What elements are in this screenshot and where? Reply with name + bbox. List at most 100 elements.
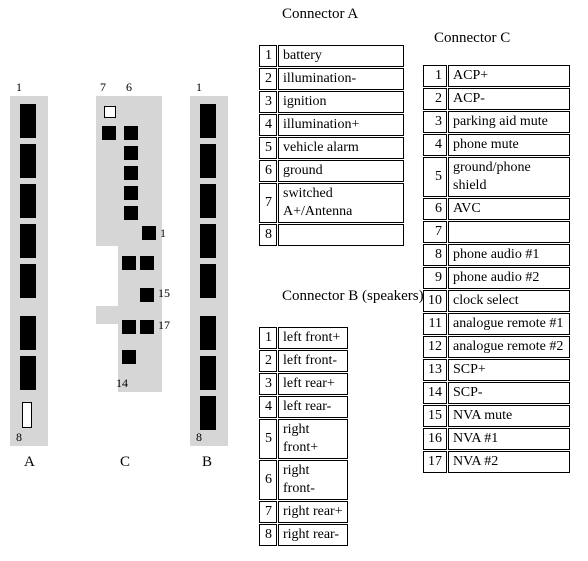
pin-label: right front+ <box>278 419 348 459</box>
table-row: 7 <box>423 221 570 243</box>
pinout-table-a: 1battery2illumination-3ignition4illumina… <box>258 44 405 247</box>
pin-label: analogue remote #2 <box>448 336 570 358</box>
pin-number-label: 8 <box>16 430 22 445</box>
table-row: 10clock select <box>423 290 570 312</box>
table-row: 3ignition <box>259 91 404 113</box>
pinout-table-c: 1ACP+2ACP-3parking aid mute4phone mute5g… <box>422 64 571 474</box>
pin-number: 4 <box>423 134 447 156</box>
table-row: 2illumination- <box>259 68 404 90</box>
pin-number-label: 1 <box>196 80 202 95</box>
pin-number: 3 <box>259 373 277 395</box>
table-row: 5vehicle alarm <box>259 137 404 159</box>
table-row: 5right front+ <box>259 419 348 459</box>
pin-number: 2 <box>259 68 277 90</box>
pin-label: left front+ <box>278 327 348 349</box>
pin-number-label: 1 <box>16 80 22 95</box>
table-row: 5ground/phone shield <box>423 157 570 197</box>
pin-label: SCP+ <box>448 359 570 381</box>
pin-number: 14 <box>423 382 447 404</box>
pin <box>124 146 138 160</box>
title-connector-a: Connector A <box>282 6 358 23</box>
pin-number: 8 <box>259 224 277 246</box>
pin-label: left rear- <box>278 396 348 418</box>
pin <box>140 320 154 334</box>
pin-number: 10 <box>423 290 447 312</box>
pin <box>124 186 138 200</box>
table-row: 6AVC <box>423 198 570 220</box>
pin-number: 3 <box>259 91 277 113</box>
pin <box>20 356 36 390</box>
pin-label: clock select <box>448 290 570 312</box>
pin <box>20 316 36 350</box>
pin-number: 1 <box>259 327 277 349</box>
pin-hollow <box>104 106 116 118</box>
pin-label: right rear+ <box>278 501 348 523</box>
pin-label: left rear+ <box>278 373 348 395</box>
table-row: 8right rear- <box>259 524 348 546</box>
pin-number: 9 <box>423 267 447 289</box>
pin <box>140 288 154 302</box>
pin-number: 7 <box>259 183 277 223</box>
connector-c-label: C <box>120 454 130 471</box>
table-row: 8 <box>259 224 404 246</box>
pin <box>200 396 216 430</box>
connector-diagram: 18A761151714C18B <box>0 84 256 504</box>
pin <box>124 206 138 220</box>
pin-label <box>278 224 404 246</box>
table-row: 16NVA #1 <box>423 428 570 450</box>
table-row: 4illumination+ <box>259 114 404 136</box>
pin-label: ground <box>278 160 404 182</box>
pin-number-label: 15 <box>158 286 170 301</box>
table-row: 13SCP+ <box>423 359 570 381</box>
pin <box>124 126 138 140</box>
pin <box>20 104 36 138</box>
table-row: 3left rear+ <box>259 373 348 395</box>
pin-label: right front- <box>278 460 348 500</box>
pin-number: 6 <box>259 160 277 182</box>
pin <box>200 316 216 350</box>
pin-label: ACP+ <box>448 65 570 87</box>
table-row: 7right rear+ <box>259 501 348 523</box>
table-row: 4phone mute <box>423 134 570 156</box>
table-row: 7switched A+/Antenna <box>259 183 404 223</box>
pin-label: switched A+/Antenna <box>278 183 404 223</box>
pin-number-label: 14 <box>116 376 128 391</box>
pin-number-label: 6 <box>126 80 132 95</box>
table-row: 17NVA #2 <box>423 451 570 473</box>
pin <box>124 166 138 180</box>
pin-number: 8 <box>259 524 277 546</box>
pin-label: phone audio #1 <box>448 244 570 266</box>
pin-label: AVC <box>448 198 570 220</box>
pin <box>200 104 216 138</box>
pin-number-label: 1 <box>160 226 166 241</box>
pin-number: 2 <box>423 88 447 110</box>
pin-number: 15 <box>423 405 447 427</box>
pin-label: phone mute <box>448 134 570 156</box>
pin-number: 4 <box>259 396 277 418</box>
pin <box>20 264 36 298</box>
pin-label: ignition <box>278 91 404 113</box>
pin-number: 5 <box>423 157 447 197</box>
pin-number: 4 <box>259 114 277 136</box>
pin-number-label: 17 <box>158 318 170 333</box>
pin-number: 5 <box>259 137 277 159</box>
table-row: 2ACP- <box>423 88 570 110</box>
pin-number: 1 <box>423 65 447 87</box>
table-row: 11analogue remote #1 <box>423 313 570 335</box>
pin-number: 6 <box>423 198 447 220</box>
pin-label: NVA #1 <box>448 428 570 450</box>
table-row: 6ground <box>259 160 404 182</box>
pin-number: 6 <box>259 460 277 500</box>
pin-number: 16 <box>423 428 447 450</box>
pin-number-label: 8 <box>196 430 202 445</box>
pin-number: 5 <box>259 419 277 459</box>
table-row: 14SCP- <box>423 382 570 404</box>
pin <box>122 320 136 334</box>
pin <box>142 226 156 240</box>
pin-label: left front- <box>278 350 348 372</box>
pin-number: 11 <box>423 313 447 335</box>
pin <box>200 224 216 258</box>
table-row: 6right front- <box>259 460 348 500</box>
pin-number: 1 <box>259 45 277 67</box>
table-row: 15NVA mute <box>423 405 570 427</box>
